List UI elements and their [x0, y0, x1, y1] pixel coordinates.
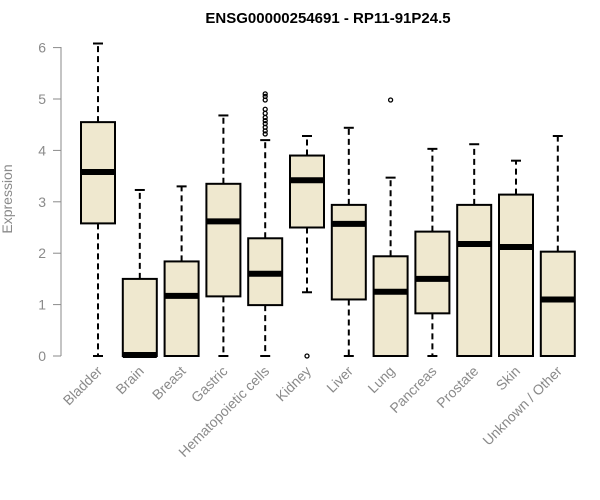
iqr-box: [372, 255, 409, 357]
chart-title: ENSG00000254691 - RP11-91P24.5: [205, 10, 450, 27]
x-tick-label-skin: Skin: [493, 363, 524, 394]
y-axis-ticks: 0 1 2 3 4 5 6: [38, 40, 61, 364]
iqr-box: [414, 230, 451, 315]
y-tick-label-4: 4: [38, 142, 46, 158]
box-gastric: [205, 114, 242, 357]
outlier-point: [262, 117, 268, 124]
box-skin: [498, 159, 534, 357]
box-bladder: [80, 42, 116, 357]
iqr-box: [539, 250, 576, 358]
iqr-box: [163, 260, 200, 358]
x-tick-label-prostate: Prostate: [433, 363, 481, 411]
iqr-box: [498, 193, 534, 357]
outlier-point: [262, 106, 268, 112]
y-tick-label-2: 2: [38, 245, 46, 261]
box-prostate: [456, 143, 493, 357]
box-unknown-other: [539, 135, 576, 358]
box-liver: [330, 126, 367, 357]
outlier-point: [262, 131, 268, 137]
outlier-point: [262, 91, 268, 97]
y-axis-label: Expression: [0, 164, 15, 233]
x-tick-label-unknown-other: Unknown / Other: [479, 363, 565, 449]
iqr-box: [456, 203, 493, 357]
y-tick-label-3: 3: [38, 194, 46, 210]
x-tick-label-lung: Lung: [364, 363, 397, 396]
outlier-point: [262, 110, 268, 117]
x-tick-label-breast: Breast: [149, 363, 189, 403]
box-breast: [163, 185, 200, 358]
outlier-point: [262, 93, 268, 100]
box-lung: [372, 97, 409, 357]
box-series: [80, 42, 576, 359]
y-tick-label-1: 1: [38, 297, 46, 313]
outlier-point: [262, 114, 268, 121]
x-tick-label-liver: Liver: [323, 363, 356, 396]
y-tick-label-5: 5: [38, 91, 46, 107]
y-tick-label-0: 0: [38, 348, 46, 364]
box-kidney: [289, 135, 325, 359]
box-brain: [121, 188, 158, 358]
iqr-box: [205, 182, 242, 298]
iqr-box: [121, 277, 158, 357]
outlier-point: [262, 121, 268, 127]
box-hematopoietic-cells: [247, 91, 284, 357]
box-pancreas: [414, 147, 451, 357]
y-tick-label-6: 6: [38, 40, 46, 56]
iqr-box: [330, 203, 367, 301]
outlier-point: [304, 353, 310, 359]
iqr-box: [289, 154, 325, 229]
outlier-point: [387, 97, 394, 103]
x-tick-label-kidney: Kidney: [273, 363, 315, 405]
x-tick-label-bladder: Bladder: [60, 363, 106, 409]
x-tick-label-brain: Brain: [112, 363, 146, 397]
